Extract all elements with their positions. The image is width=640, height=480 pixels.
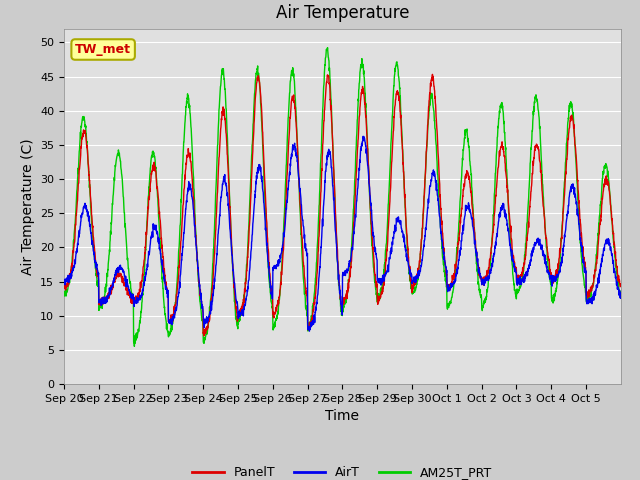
PanelT xyxy=(609,231,617,237)
AirT xyxy=(236,313,244,319)
AirT xyxy=(511,266,518,272)
Text: TW_met: TW_met xyxy=(75,43,131,56)
PanelT xyxy=(60,281,68,287)
PanelT xyxy=(542,233,550,239)
AM25T_PRT xyxy=(617,291,625,297)
PanelT xyxy=(116,272,124,278)
X-axis label: Time: Time xyxy=(325,409,360,423)
PanelT xyxy=(617,281,625,287)
AM25T_PRT xyxy=(131,343,138,349)
Y-axis label: Air Temperature (C): Air Temperature (C) xyxy=(20,138,35,275)
PanelT xyxy=(429,72,436,77)
AM25T_PRT xyxy=(116,154,124,159)
AirT xyxy=(542,258,550,264)
AM25T_PRT xyxy=(236,317,244,323)
Line: AirT: AirT xyxy=(64,136,621,331)
AM25T_PRT xyxy=(511,288,518,293)
PanelT xyxy=(511,259,518,265)
Legend: PanelT, AirT, AM25T_PRT: PanelT, AirT, AM25T_PRT xyxy=(188,461,497,480)
Title: Air Temperature: Air Temperature xyxy=(276,4,409,22)
AirT xyxy=(376,276,384,281)
PanelT xyxy=(200,333,208,339)
AirT xyxy=(609,260,617,266)
AirT xyxy=(116,266,124,272)
Line: AM25T_PRT: AM25T_PRT xyxy=(64,48,621,346)
PanelT xyxy=(236,310,244,315)
Line: PanelT: PanelT xyxy=(64,74,621,336)
AM25T_PRT xyxy=(324,45,332,50)
AirT xyxy=(617,293,625,299)
AM25T_PRT xyxy=(609,237,617,242)
PanelT xyxy=(376,295,384,300)
AirT xyxy=(60,280,68,286)
AirT xyxy=(359,133,367,139)
AM25T_PRT xyxy=(542,235,550,240)
AirT xyxy=(305,328,313,334)
AM25T_PRT xyxy=(60,293,68,299)
AM25T_PRT xyxy=(376,291,384,297)
